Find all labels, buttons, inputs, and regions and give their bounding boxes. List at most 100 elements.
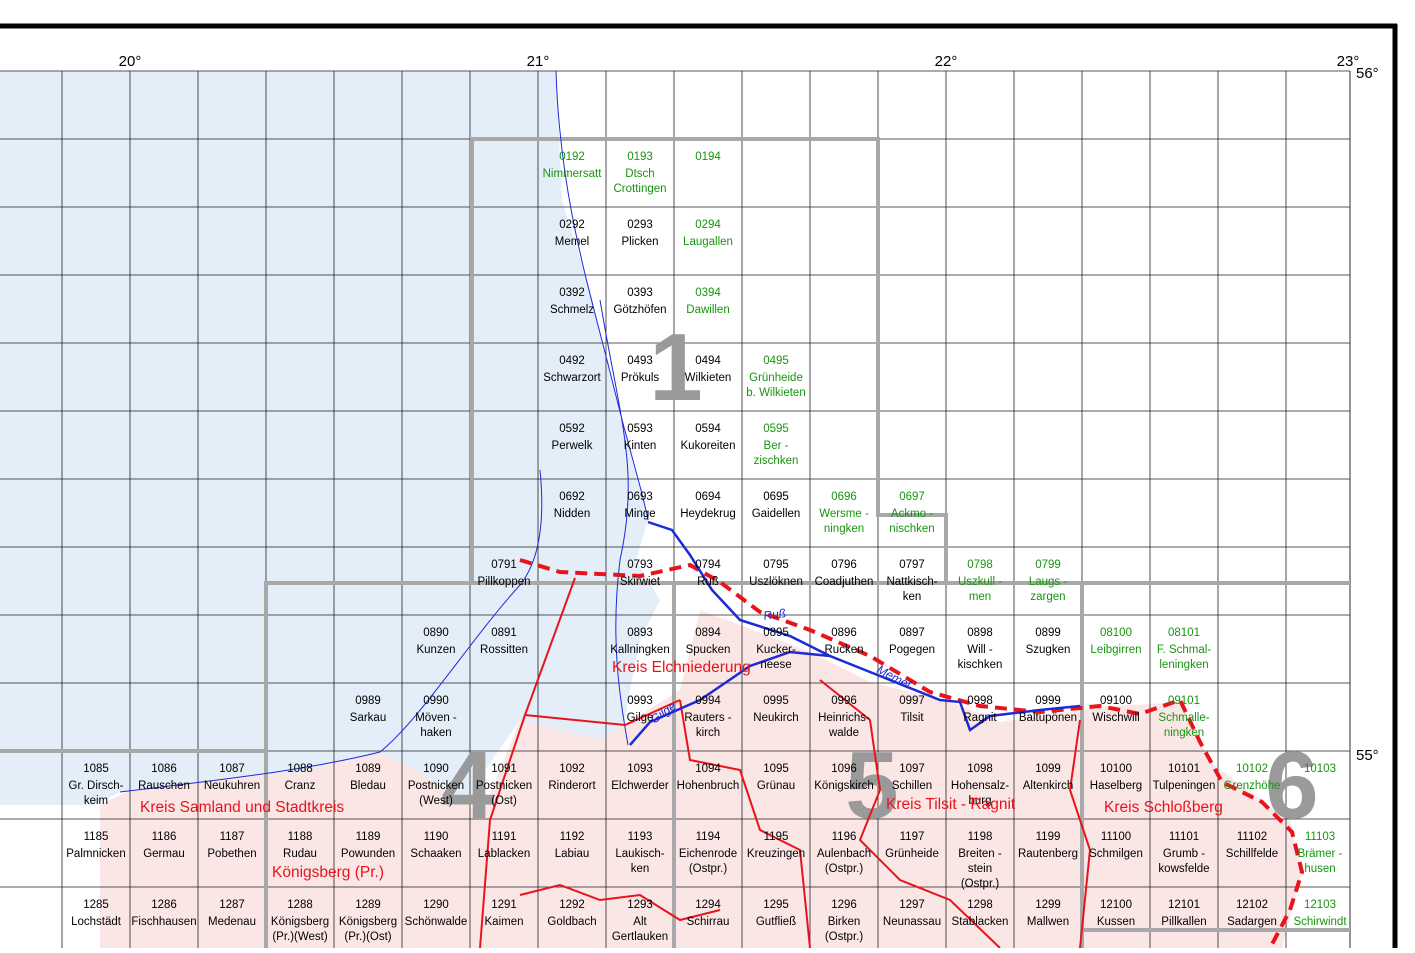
sheet-name: Kussen [1097, 916, 1135, 928]
map-sheet: 1286 Fischhausen [131, 899, 196, 928]
state-border [519, 558, 1305, 949]
sheet-name: Nidden [554, 508, 590, 520]
map-sheet: 11103 Brämer - husen [1298, 831, 1343, 875]
map-sheet: 1289 Königsberg (Pr.)(Ost) [339, 899, 397, 943]
rivers [629, 520, 1081, 746]
map-sheet: 0990 Möven - haken [415, 695, 457, 739]
sheet-number: 0392 [559, 287, 585, 299]
sheet-number: 1197 [900, 831, 925, 843]
sheet-name: Gutfließ [756, 916, 796, 928]
sheet-name: Pillkallen [1161, 916, 1206, 928]
sheet-name: F. Schmal- [1157, 644, 1211, 656]
map-sheet: 1199 Rautenberg [1018, 831, 1078, 860]
section-number: 6 [1265, 732, 1318, 839]
sheet-name: Plicken [621, 236, 658, 248]
sheet-name: Aulenbach [817, 848, 871, 860]
sheet-name: Ragnit [963, 712, 997, 724]
sheet-number: 1095 [763, 763, 789, 775]
sheet-number: 1098 [967, 763, 993, 775]
sheet-name: Spucken [686, 644, 731, 656]
sheet-number: 0997 [899, 695, 925, 707]
map-sheet: 1096 Königskirch [814, 763, 873, 792]
border [519, 883, 721, 922]
sheet-name: Kallningken [610, 644, 669, 656]
map-sheet: 1295 Gutfließ [756, 899, 796, 928]
map-sheet: 10103 [1304, 763, 1336, 775]
map-sheet: 0394 Dawillen [686, 287, 729, 316]
map-sheet: 0794 Ruß [695, 559, 721, 588]
sheet-number: 12102 [1236, 899, 1268, 911]
region-label: Königsberg (Pr.) [272, 864, 384, 881]
sheet-number: 1196 [832, 831, 857, 843]
sheet-name: Minge [624, 508, 655, 520]
sheet-name: walde [828, 727, 859, 739]
sheet-number: 1194 [696, 831, 721, 843]
sheet-name: Szugken [1026, 644, 1071, 656]
sheet-number: 0899 [1035, 627, 1061, 639]
sheet-name: Heydekrug [680, 508, 736, 520]
sheet-number: 0595 [763, 423, 789, 435]
map-sheet: 1188 Rudau [283, 831, 317, 860]
sheet-number: 1088 [287, 763, 313, 775]
sheet-number: 0593 [627, 423, 653, 435]
sheet-name: Postnicken [476, 780, 532, 792]
sheet-name: Königsberg [339, 916, 397, 928]
sheet-number: 1094 [695, 763, 721, 775]
sheet-name: (West) [419, 795, 453, 807]
map-sheet: 1298 Stablacken [952, 899, 1009, 928]
map-sheet: 1292 Goldbach [547, 899, 596, 928]
sheet-number: 08100 [1100, 627, 1132, 639]
map-sheet: 08100 Leibgirren [1090, 627, 1141, 656]
sheet-number: 0594 [695, 423, 721, 435]
latitude-label: 56° [1356, 65, 1379, 82]
sheet-name: Stablacken [952, 916, 1009, 928]
longitude-label: 20° [119, 53, 142, 70]
sheet-number: 1297 [899, 899, 925, 911]
sheet-number: 1096 [831, 763, 857, 775]
map-sheet: 1291 Kaimen [485, 899, 524, 928]
sheet-name: Ruß [697, 576, 719, 588]
sheet-name: stein [968, 863, 992, 875]
map-sheet: 0999 Baltupönen [1019, 695, 1077, 724]
sheet-name: Schirwindt [1293, 916, 1347, 928]
sheet-name: Hohensalz- [951, 780, 1009, 792]
map-sheet: 12101 Pillkallen [1161, 899, 1206, 928]
sheet-name: Palmnicken [66, 848, 125, 860]
sheet-number: 0592 [559, 423, 585, 435]
map-sheet: 0294 Laugallen [683, 219, 733, 248]
sheet-name: Lablacken [478, 848, 530, 860]
sheet-number: 1085 [83, 763, 109, 775]
map-sheet: 1098 Hohensalz-burg [951, 763, 1009, 807]
sheet-number: 1086 [151, 763, 177, 775]
map-sheet: 0893 Kallningken [610, 627, 669, 656]
river-gilge [629, 650, 831, 746]
sheet-name: Neukirch [753, 712, 798, 724]
sheet-number: 12103 [1304, 899, 1336, 911]
map-sheet: 0793 Skirwiet [620, 559, 661, 588]
sheet-number: 0993 [627, 695, 653, 707]
sheet-name: Uszkull - [958, 576, 1002, 588]
sheet-number: 1288 [287, 899, 313, 911]
sheet-name: Neukuhren [204, 780, 260, 792]
sheet-number: 1188 [288, 831, 313, 843]
sheet-name: Postnicken [408, 780, 464, 792]
map-sheet: 0995 Neukirch [753, 695, 798, 724]
sheet-name: Grünau [757, 780, 795, 792]
map-sheet: 0293 Plicken [621, 219, 658, 248]
map-sheet: 1198 Breiten - stein (Ostpr.) [958, 831, 1002, 890]
sheet-name: Ackmo - [891, 508, 933, 520]
sheet-number: 0696 [831, 491, 857, 503]
sheet-number: 0893 [627, 627, 653, 639]
map-sheet: 0697 Ackmo - nischken [889, 491, 934, 535]
sheet-name: Brämer - [1298, 848, 1343, 860]
sheet-name: Königsberg [271, 916, 329, 928]
sheet-number: 1089 [355, 763, 381, 775]
map-sheet: 0493 Prökuls [621, 355, 660, 384]
border [819, 679, 1001, 949]
sheet-number: 0995 [763, 695, 789, 707]
sheet-number: 0694 [695, 491, 721, 503]
map-sheet: 1191 Lablacken [478, 831, 530, 860]
sheet-name: Laugs - [1029, 576, 1068, 588]
sheet-name: Altenkirch [1023, 780, 1074, 792]
map-sheet: 0898 Will - kischken [958, 627, 1003, 671]
